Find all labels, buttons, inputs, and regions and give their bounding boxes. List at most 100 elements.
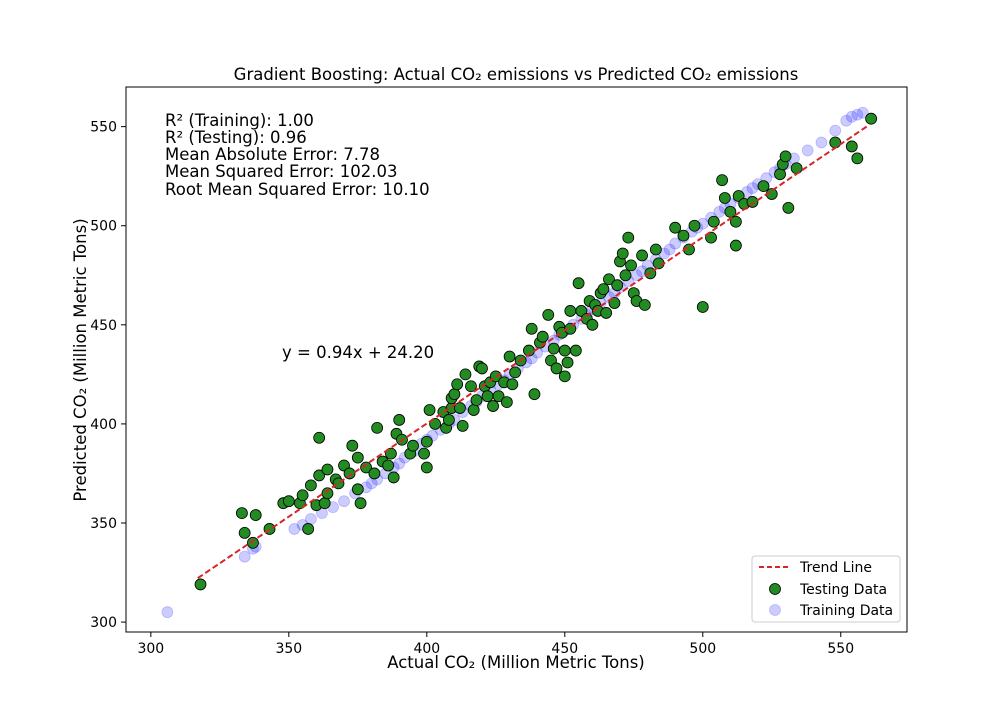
legend-training-label: Training Data [799, 603, 893, 619]
y-tick-label: 350 [90, 516, 117, 532]
y-tick-label: 550 [90, 120, 117, 136]
testing-point [500, 396, 513, 409]
training-point [856, 106, 869, 119]
y-tick-label: 400 [90, 417, 117, 433]
testing-point [757, 180, 770, 192]
testing-point [707, 215, 720, 228]
testing-point [282, 495, 295, 508]
testing-point [481, 390, 494, 403]
testing-point [729, 239, 742, 252]
y-axis: 300 350 400 450 500 550 [90, 120, 126, 631]
testing-point [448, 388, 461, 401]
x-tick-label: 400 [413, 641, 440, 657]
testing-point [459, 368, 472, 381]
testing-point [669, 221, 682, 234]
testing-point [506, 378, 519, 391]
training-point [161, 606, 174, 619]
training-point [829, 124, 842, 137]
x-tick-label: 350 [275, 641, 302, 657]
testing-point [247, 536, 259, 549]
y-tick-label: 450 [90, 318, 117, 334]
testing-point [542, 309, 555, 321]
testing-point [321, 463, 334, 476]
testing-point [351, 483, 364, 496]
training-point [338, 495, 350, 508]
testing-point [716, 174, 728, 187]
x-axis-label: Actual CO₂ (Million Metric Tons) [387, 653, 645, 672]
testing-point [564, 305, 577, 317]
x-tick-label: 550 [827, 641, 854, 657]
testing-point [649, 243, 662, 256]
testing-point [368, 467, 381, 480]
testing-point [525, 322, 538, 335]
testing-point [429, 418, 441, 430]
legend-testing-label: Testing Data [799, 582, 887, 598]
testing-point [561, 356, 574, 369]
y-tick-label: 500 [90, 219, 117, 235]
training-point [305, 513, 317, 525]
testing-point [616, 247, 629, 260]
testing-point [746, 196, 759, 208]
stat-r2-testing: R² (Testing): 0.96 [165, 128, 307, 147]
testing-point [677, 229, 690, 242]
legend-training-swatch [769, 604, 781, 616]
testing-point [418, 447, 430, 460]
testing-point [611, 279, 624, 292]
testing-point [696, 301, 709, 313]
x-tick-label: 500 [689, 641, 716, 657]
testing-point [371, 421, 384, 434]
testing-point [550, 362, 563, 375]
x-tick-label: 300 [137, 641, 164, 657]
testing-point [586, 318, 599, 331]
testing-point [302, 523, 315, 535]
stats-annotation: R² (Training): 1.00 R² (Testing): 0.96 M… [165, 111, 430, 199]
testing-point [536, 330, 549, 343]
stat-mae: Mean Absolute Error: 7.78 [165, 145, 380, 164]
testing-point [790, 162, 803, 175]
testing-point [454, 402, 466, 414]
chart-title: Gradient Boosting: Actual CO₂ emissions … [234, 65, 799, 84]
testing-point [729, 215, 742, 228]
y-tick-label: 300 [90, 615, 117, 631]
stat-r2-training: R² (Training): 1.00 [165, 111, 314, 130]
testing-point [622, 231, 635, 244]
trend-equation: y = 0.94x + 24.20 [282, 343, 434, 362]
testing-point [451, 378, 464, 391]
legend-trend-label: Trend Line [799, 560, 872, 576]
testing-point [608, 297, 621, 309]
training-point [801, 144, 814, 157]
testing-point [509, 366, 522, 379]
testing-point [313, 431, 326, 444]
testing-point [829, 136, 842, 149]
testing-point [321, 487, 334, 500]
training-point [288, 523, 301, 535]
training-point [845, 110, 858, 123]
testing-point [465, 380, 477, 393]
testing-point [636, 249, 648, 262]
testing-point [476, 362, 488, 375]
testing-point [346, 439, 359, 452]
stat-rmse: Root Mean Squared Error: 10.10 [165, 180, 430, 199]
training-point [238, 550, 251, 563]
testing-point [385, 447, 397, 460]
testing-point [351, 451, 364, 464]
testing-point [423, 404, 436, 416]
testing-point [249, 509, 262, 521]
training-point [840, 114, 853, 127]
testing-point [782, 201, 795, 214]
testing-point [597, 283, 610, 296]
testing-point [638, 299, 651, 311]
testing-point [569, 344, 582, 357]
testing-point [845, 140, 858, 153]
testing-point [318, 497, 331, 510]
testing-point [236, 507, 248, 519]
testing-point [305, 479, 317, 492]
testing-point [313, 469, 326, 482]
testing-point [194, 578, 207, 591]
testing-point [467, 404, 480, 416]
testing-point [603, 273, 615, 286]
testing-point [572, 277, 585, 290]
testing-point [705, 231, 717, 244]
y-axis-label: Predicted CO₂ (Million Metric Tons) [71, 218, 90, 501]
